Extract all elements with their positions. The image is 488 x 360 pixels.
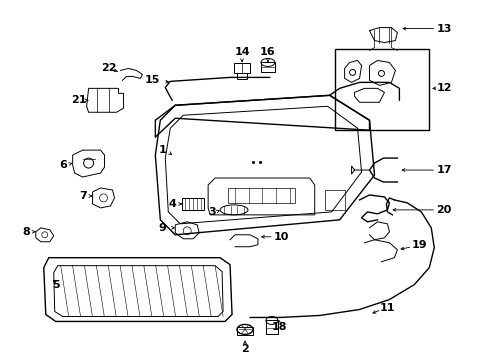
Text: 15: 15 xyxy=(144,75,160,85)
Bar xyxy=(237,73,246,80)
Text: 21: 21 xyxy=(71,95,86,105)
Text: 7: 7 xyxy=(79,191,86,201)
Text: 2: 2 xyxy=(241,345,248,354)
Text: 4: 4 xyxy=(168,199,176,209)
Bar xyxy=(261,62,274,72)
Text: 5: 5 xyxy=(52,280,60,289)
Bar xyxy=(234,63,249,73)
Text: 22: 22 xyxy=(101,63,116,73)
Text: 18: 18 xyxy=(271,323,287,332)
Text: 3: 3 xyxy=(208,207,216,217)
Bar xyxy=(334,49,428,130)
Bar xyxy=(237,328,252,336)
Text: 12: 12 xyxy=(436,84,451,93)
Text: 20: 20 xyxy=(436,205,451,215)
Text: 13: 13 xyxy=(436,24,451,33)
Text: 8: 8 xyxy=(22,227,30,237)
Text: 10: 10 xyxy=(274,232,289,242)
Text: 6: 6 xyxy=(59,160,66,170)
Text: 11: 11 xyxy=(379,302,394,312)
Text: 1: 1 xyxy=(158,145,166,155)
Bar xyxy=(265,320,277,334)
Text: 16: 16 xyxy=(260,48,275,58)
Text: 9: 9 xyxy=(158,223,166,233)
Text: 17: 17 xyxy=(436,165,451,175)
Text: 19: 19 xyxy=(411,240,426,250)
Text: 14: 14 xyxy=(234,48,249,58)
